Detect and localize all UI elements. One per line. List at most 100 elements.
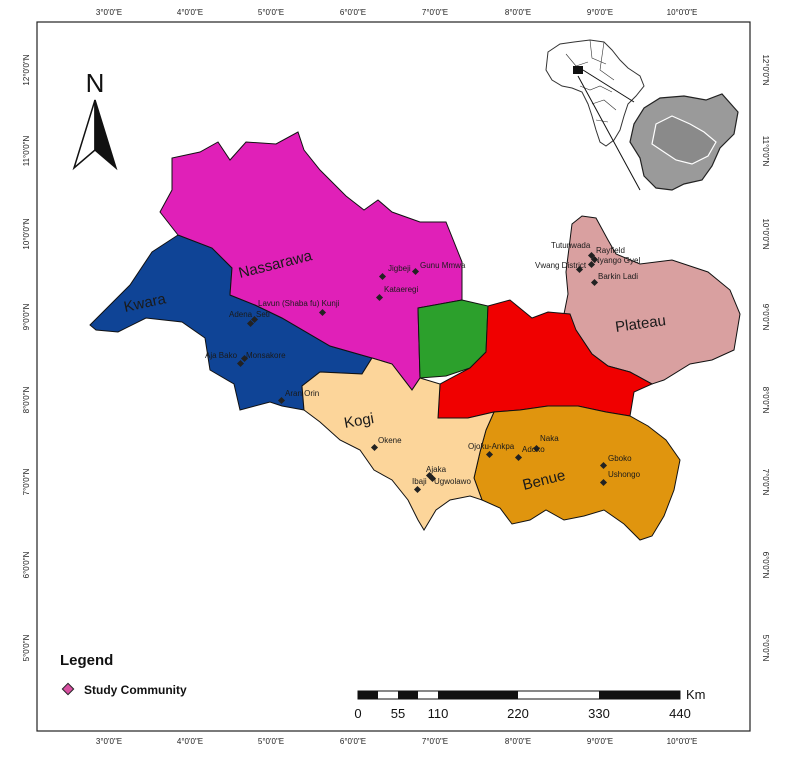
lon-tick: 8°0'0"E — [505, 737, 531, 746]
lon-tick: 4°0'0"E — [177, 8, 203, 17]
scale-label: 330 — [588, 706, 610, 721]
legend-title: Legend — [60, 652, 113, 669]
lat-tick: 8°0'0"N — [22, 386, 31, 413]
community-label: Jigbeji — [388, 264, 411, 273]
legend-item-label: Study Community — [84, 683, 187, 697]
community-label: Aja Bako — [205, 351, 238, 360]
scale-label: 220 — [507, 706, 529, 721]
lat-tick: 12°0'0"N — [22, 54, 31, 85]
lat-tick: 5°0'0"N — [761, 635, 770, 662]
community-label: Gunu Mmwa — [420, 261, 466, 270]
community-label: Rayfield — [596, 246, 625, 255]
state-label-plateau: Plateau — [614, 312, 667, 336]
community-point[interactable]: Ojoku-Ankpa — [468, 442, 515, 459]
study-community-marker-icon — [61, 682, 75, 696]
lon-tick: 3°0'0"E — [96, 8, 122, 17]
lat-tick: 9°0'0"N — [22, 303, 31, 330]
community-label: Ibaji — [412, 477, 427, 486]
scale-label: 440 — [669, 706, 691, 721]
community-point[interactable]: Ibaji — [412, 477, 427, 494]
community-point[interactable]: Aja Bako — [205, 351, 245, 368]
scale-label: 0 — [354, 706, 361, 721]
community-point[interactable]: Gboko — [599, 454, 632, 470]
community-point[interactable]: Jigbeji — [378, 264, 411, 281]
community-point[interactable]: Lavun (Shaba fu) Kunji — [258, 299, 340, 317]
north-arrow-icon: N — [72, 68, 118, 171]
community-label: Vwang District — [535, 261, 587, 270]
latitude-ticks-left: 12°0'0"N 11°0'0"N 10°0'0"N 9°0'0"N 8°0'0… — [22, 54, 31, 661]
states — [89, 131, 741, 541]
state-kogi[interactable] — [301, 357, 495, 531]
community-point[interactable]: Aran Orin — [277, 389, 319, 405]
community-point[interactable]: Nyango Gyel — [587, 256, 641, 269]
longitude-ticks-bottom: 3°0'0"E 4°0'0"E 5°0'0"E 6°0'0"E 7°0'0"E … — [96, 737, 697, 746]
lat-tick: 6°0'0"N — [22, 551, 31, 578]
lat-tick: 9°0'0"N — [761, 304, 770, 331]
community-label: Okene — [378, 436, 402, 445]
state-benue[interactable] — [473, 405, 681, 541]
lon-tick: 4°0'0"E — [177, 737, 203, 746]
state-nassarawa[interactable] — [159, 131, 463, 391]
community-label: Kataeregi — [384, 285, 418, 294]
scale-unit: Km — [686, 687, 706, 702]
community-point[interactable]: Vwang District — [535, 261, 587, 274]
community-point[interactable]: Kataeregi — [375, 285, 419, 302]
community-point[interactable]: Adena — [229, 310, 255, 328]
community-label: Ajaka — [426, 465, 447, 474]
lat-tick: 7°0'0"N — [22, 468, 31, 495]
lon-tick: 3°0'0"E — [96, 737, 122, 746]
community-label: Ushongo — [608, 470, 641, 479]
community-label: Tutunwada — [551, 241, 591, 250]
africa-outline — [545, 39, 645, 147]
community-label: Nyango Gyel — [594, 256, 640, 265]
community-point[interactable]: Naka — [532, 434, 559, 453]
community-point[interactable]: Gunu Mmwa — [411, 261, 466, 276]
community-point[interactable]: Monsakore — [240, 351, 286, 363]
lon-tick: 9°0'0"E — [587, 737, 613, 746]
lat-tick: 6°0'0"N — [761, 552, 770, 579]
community-label: Seti — [256, 310, 270, 319]
lon-tick: 10°0'0"E — [667, 8, 698, 17]
lat-tick: 11°0'0"N — [22, 136, 31, 167]
lon-tick: 5°0'0"E — [258, 737, 284, 746]
nigeria-study-area — [651, 115, 717, 165]
lat-tick: 12°0'0"N — [761, 54, 770, 85]
lat-tick: 7°0'0"N — [761, 469, 770, 496]
community-point[interactable]: Seti — [250, 310, 270, 324]
latitude-ticks-right: 12°0'0"N 11°0'0"N 10°0'0"N 9°0'0"N 8°0'0… — [761, 54, 770, 661]
community-point[interactable]: Rayfield — [590, 246, 625, 264]
north-label: N — [86, 68, 105, 98]
community-point[interactable]: Ushongo — [599, 470, 641, 487]
lat-tick: 10°0'0"N — [761, 218, 770, 249]
scale-label: 110 — [428, 706, 449, 721]
community-point[interactable]: Okene — [370, 436, 402, 452]
community-point[interactable]: Ugwolawo — [428, 474, 471, 486]
communities: Jigbeji Gunu Mmwa Kataeregi Lavun (Shaba… — [205, 241, 641, 494]
lat-tick: 5°0'0"N — [22, 634, 31, 661]
state-label-kogi: Kogi — [343, 410, 376, 432]
legend: Legend Study Community — [60, 652, 187, 697]
community-label: Barkin Ladi — [598, 272, 638, 281]
nigeria-marker — [573, 66, 583, 74]
community-label: Adoko — [522, 445, 545, 454]
lon-tick: 5°0'0"E — [258, 8, 284, 17]
lat-tick: 11°0'0"N — [761, 136, 770, 167]
community-point[interactable]: Barkin Ladi — [590, 272, 638, 287]
lon-tick: 6°0'0"E — [340, 737, 366, 746]
community-label: Monsakore — [246, 351, 286, 360]
community-label: Adena — [229, 310, 253, 319]
lon-tick: 10°0'0"E — [667, 737, 698, 746]
community-label: Ugwolawo — [434, 477, 471, 486]
lon-tick: 8°0'0"E — [505, 8, 531, 17]
community-label: Ojoku-Ankpa — [468, 442, 515, 451]
lat-tick: 10°0'0"N — [22, 218, 31, 249]
lat-tick: 8°0'0"N — [761, 387, 770, 414]
community-point[interactable]: Adoko — [514, 445, 545, 462]
longitude-ticks-top: 3°0'0"E 4°0'0"E 5°0'0"E 6°0'0"E 7°0'0"E … — [96, 8, 697, 17]
community-label: Naka — [540, 434, 559, 443]
lon-tick: 9°0'0"E — [587, 8, 613, 17]
community-label: Gboko — [608, 454, 632, 463]
scale-bar: Km 0 55 110 220 330 440 — [354, 687, 705, 721]
community-label: Lavun (Shaba fu) Kunji — [258, 299, 340, 308]
